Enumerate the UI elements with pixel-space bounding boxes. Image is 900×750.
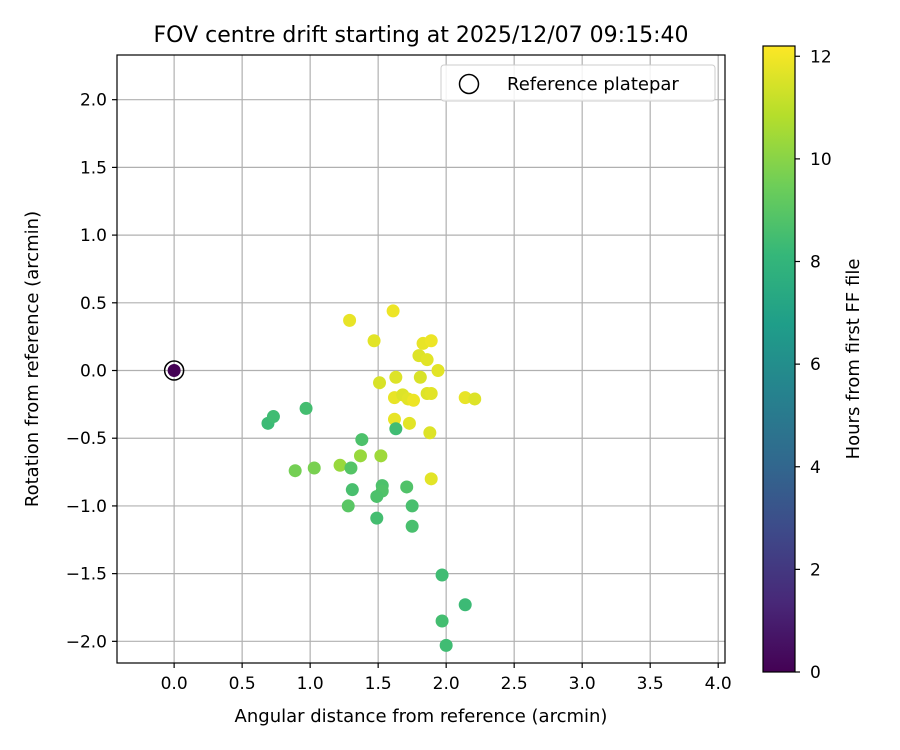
data-point	[343, 313, 357, 327]
chart-title: FOV centre drift starting at 2025/12/07 …	[154, 23, 689, 48]
data-point	[420, 353, 434, 367]
colorbar-tick-label: 8	[810, 253, 821, 273]
y-tick-label: 0.5	[80, 294, 107, 314]
data-point	[405, 499, 419, 513]
x-tick-label: 2.5	[501, 674, 528, 694]
data-point	[288, 464, 302, 478]
data-point	[355, 433, 369, 447]
data-point	[333, 458, 347, 472]
reference-marker	[163, 360, 185, 381]
colorbar	[762, 45, 796, 673]
y-tick-label: −0.5	[66, 429, 107, 449]
data-point	[407, 393, 421, 407]
scatter-points	[163, 304, 482, 652]
y-tick-label: −1.0	[66, 497, 107, 517]
colorbar-tick-label: 12	[810, 47, 832, 67]
data-point	[345, 483, 359, 497]
x-tick-label: 3.5	[637, 674, 664, 694]
data-point	[386, 304, 400, 318]
data-point	[344, 461, 358, 475]
data-point	[367, 334, 381, 348]
data-point	[389, 370, 403, 384]
plot-frame	[116, 54, 726, 664]
y-tick-label: 1.0	[80, 226, 107, 246]
colorbar-tick-label: 2	[810, 560, 821, 580]
y-axis-label: Rotation from reference (arcmin)	[22, 211, 43, 507]
y-tick-label: 2.0	[80, 91, 107, 111]
legend-box	[440, 64, 716, 102]
data-point	[458, 391, 472, 405]
data-point	[299, 401, 313, 415]
data-point	[389, 422, 403, 436]
data-point	[402, 416, 416, 430]
data-point	[424, 472, 438, 486]
data-point	[435, 614, 449, 628]
legend-label: Reference platepar	[507, 74, 679, 95]
data-point	[341, 499, 355, 513]
x-tick-label: 3.0	[569, 674, 596, 694]
data-point	[423, 426, 437, 440]
data-point	[431, 364, 445, 378]
data-point	[387, 412, 401, 426]
data-point	[400, 480, 414, 494]
data-point	[424, 387, 438, 401]
x-tick-label: 0.0	[161, 674, 188, 694]
data-point	[307, 461, 321, 475]
data-point	[373, 376, 387, 390]
y-axis-ticks: −2.0 −1.5 −1.0 −0.5 0.0 0.5 1.0 1.5 2.0	[66, 91, 117, 652]
data-point	[435, 568, 449, 582]
colorbar-tick-label: 4	[810, 458, 821, 478]
data-point	[424, 334, 438, 348]
colorbar-ticks: 0 2 4 6 8 10 12	[795, 47, 832, 683]
x-axis-ticks: 0.0 0.5 1.0 1.5 2.0 2.5 3.0 3.5 4.0	[161, 663, 732, 694]
x-tick-label: 1.0	[297, 674, 324, 694]
data-point	[370, 511, 384, 525]
data-point	[266, 410, 280, 424]
y-tick-label: 0.0	[80, 362, 107, 382]
data-point	[370, 489, 384, 503]
legend: Reference platepar	[440, 64, 716, 102]
x-tick-label: 0.5	[229, 674, 256, 694]
x-tick-label: 4.0	[705, 674, 732, 694]
colorbar-label: Hours from first FF file	[843, 259, 864, 460]
data-point	[353, 449, 367, 463]
data-point	[374, 449, 388, 463]
x-tick-label: 2.0	[433, 674, 460, 694]
data-point	[458, 598, 472, 612]
colorbar-tick-label: 10	[810, 150, 832, 170]
legend-marker	[458, 73, 480, 95]
y-tick-label: 1.5	[80, 158, 107, 178]
grid-lines	[117, 55, 725, 663]
data-point	[468, 392, 482, 406]
data-point	[413, 370, 427, 384]
colorbar-tick-label: 0	[810, 663, 821, 683]
y-tick-label: −2.0	[66, 632, 107, 652]
x-tick-label: 1.5	[365, 674, 392, 694]
reference-point	[167, 364, 181, 378]
y-tick-label: −1.5	[66, 565, 107, 585]
data-point	[439, 638, 453, 652]
data-point	[405, 519, 419, 533]
colorbar-tick-label: 6	[810, 355, 821, 375]
x-axis-label: Angular distance from reference (arcmin)	[235, 706, 608, 727]
